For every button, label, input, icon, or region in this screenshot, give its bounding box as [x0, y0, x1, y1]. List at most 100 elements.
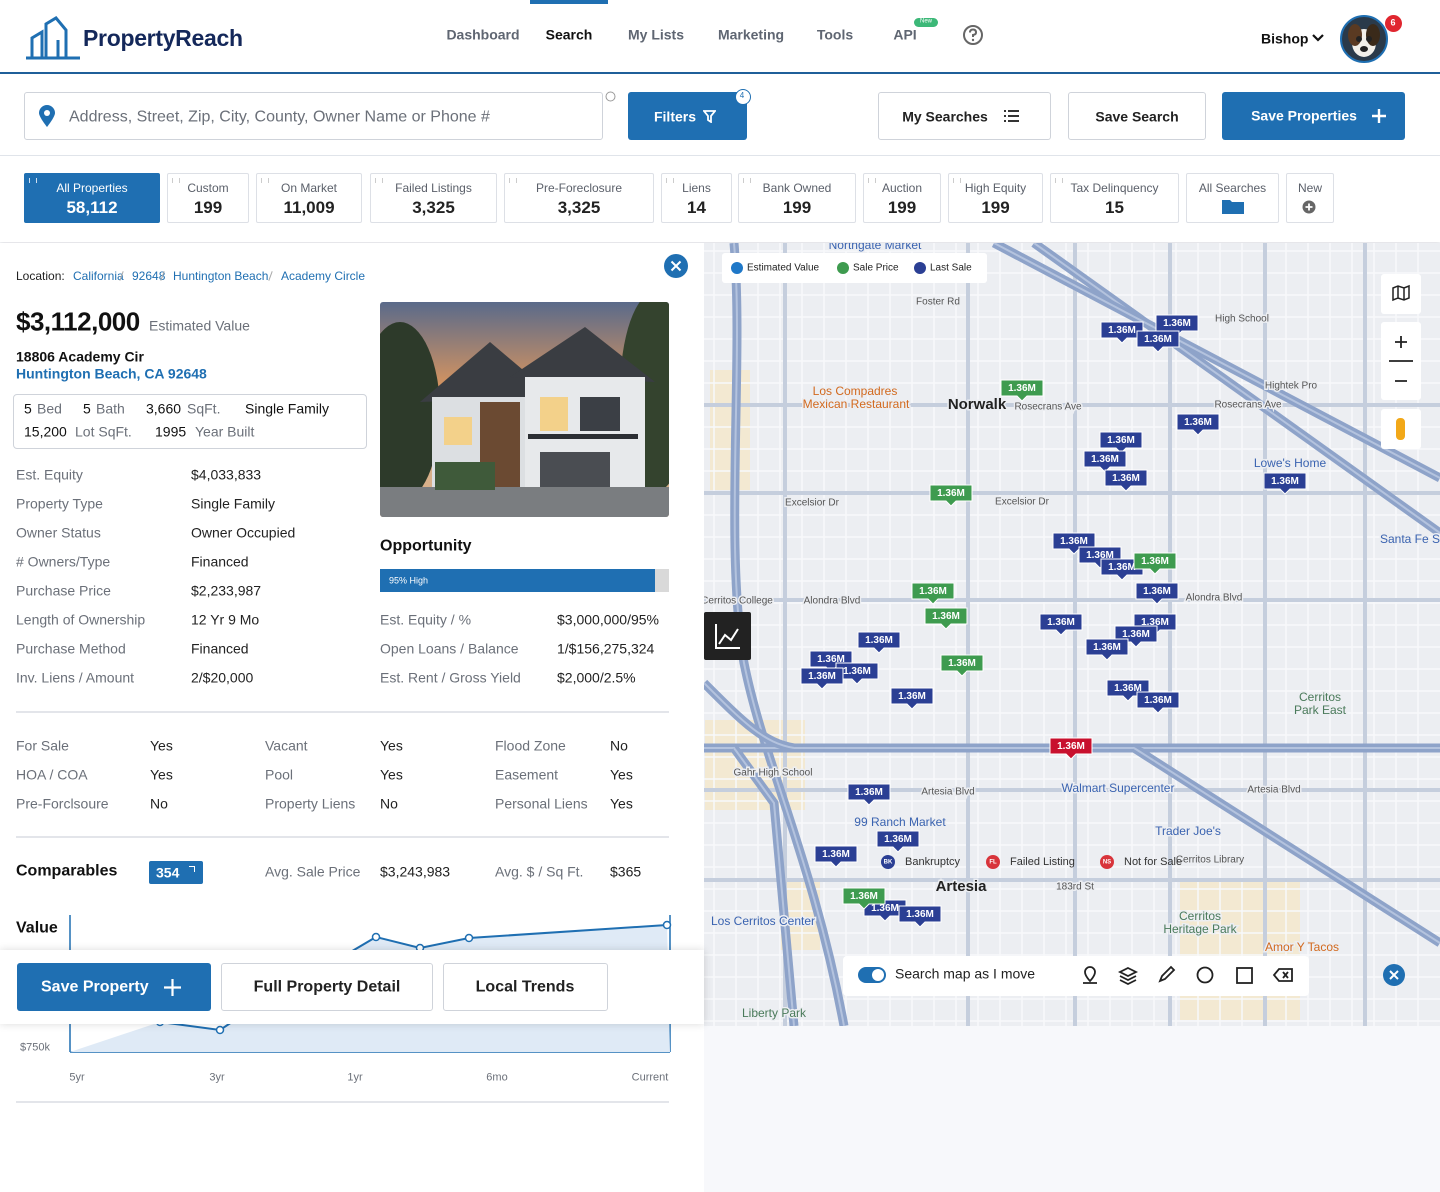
nav-item[interactable]: My Lists [627, 26, 685, 43]
map-marker[interactable]: 1.36M [1136, 330, 1180, 353]
user-name[interactable]: Bishop [1261, 30, 1309, 47]
local-trends-button[interactable] [443, 963, 608, 1011]
map-marker-label: 1.36M [1114, 683, 1142, 694]
value-x-label: Current [631, 1071, 669, 1084]
street: 18806 Academy Cir [16, 348, 144, 365]
breadcrumb[interactable]: 92648 [132, 268, 166, 283]
map-marker[interactable]: 1.36M [898, 905, 942, 928]
map-marker[interactable]: 1.36M [1039, 613, 1083, 636]
save-search-button[interactable] [1068, 92, 1206, 140]
tab-label: All Searches [1198, 180, 1267, 195]
map-marker[interactable]: 1.36M [924, 607, 968, 630]
map-marker[interactable]: 1.36M [1000, 379, 1044, 402]
save-properties-label[interactable]: Save Properties [1251, 107, 1357, 124]
map-marker[interactable]: 1.36M [1085, 638, 1129, 661]
map[interactable]: Northgate Market Foster Rd Los CompadresMe… [704, 243, 1440, 1026]
avatar[interactable] [1340, 15, 1388, 63]
map-marker[interactable]: 1.36M [1176, 413, 1220, 436]
map-marker[interactable]: 1.36M [940, 654, 984, 677]
spec-unit: SqFt. [187, 400, 221, 417]
map-marker-label: 1.36M [1141, 556, 1169, 567]
map-marker[interactable]: 1.36M [1049, 737, 1093, 760]
filter-count-bg [735, 89, 751, 105]
search-input[interactable] [24, 92, 603, 140]
nav-item[interactable]: Marketing [717, 26, 785, 43]
nav-item[interactable]: Dashboard [446, 26, 520, 43]
tab[interactable] [370, 173, 497, 223]
legend-swatch [837, 262, 849, 274]
api-badge-bg [914, 18, 938, 27]
status-badge-text: FL [989, 860, 997, 866]
map-place-label: Excelsior Dr [995, 497, 1050, 508]
legend-swatch [914, 262, 926, 274]
info-icon[interactable] [605, 91, 616, 102]
map-marker-pin [814, 845, 858, 868]
map-marker[interactable]: 1.36M [1100, 321, 1144, 344]
tab[interactable] [863, 173, 941, 223]
map-marker[interactable]: 1.36M [814, 845, 858, 868]
map-marker[interactable]: 1.36M [1133, 552, 1177, 575]
tab[interactable] [948, 173, 1043, 223]
tab[interactable] [738, 173, 856, 223]
filters-button[interactable] [628, 92, 747, 140]
map-marker[interactable]: 1.36M [911, 582, 955, 605]
tab-count: 14 [687, 197, 706, 217]
breadcrumb[interactable]: California [73, 268, 124, 283]
full-detail-button[interactable] [221, 963, 433, 1011]
spec-unit: Year Built [195, 423, 255, 440]
map-place-label: Artesia [936, 878, 988, 895]
tab[interactable] [504, 173, 654, 223]
nav-item[interactable]: API [893, 26, 917, 43]
tab[interactable] [24, 173, 160, 223]
new-icon[interactable] [1302, 200, 1316, 214]
map-marker[interactable]: 1.36M [1263, 472, 1307, 495]
map-marker[interactable]: 1.36M [857, 631, 901, 654]
spec-unit: Lot SqFt. [75, 423, 132, 440]
map-marker[interactable]: 1.36M [847, 783, 891, 806]
opportunity-title: Opportunity [380, 537, 472, 555]
close-button[interactable] [663, 253, 689, 279]
map-marker-label: 1.36M [1107, 435, 1135, 446]
save-search-label[interactable]: Save Search [1095, 108, 1179, 125]
flag-label: HOA / COA [16, 766, 88, 783]
tab[interactable] [1050, 173, 1179, 223]
tab[interactable] [167, 173, 249, 223]
spec-value: 5 [24, 400, 32, 417]
map-marker[interactable]: 1.36M [890, 687, 934, 710]
user-chevron[interactable] [1311, 32, 1325, 44]
map-marker[interactable]: 1.36M [929, 484, 973, 507]
nav-item[interactable]: Search [545, 26, 593, 43]
map-marker-label: 1.36M [855, 787, 883, 798]
value-x-label: 3yr [209, 1071, 225, 1084]
map-marker[interactable]: 1.36M [1104, 469, 1148, 492]
spec-unit: Bed [37, 400, 62, 417]
comparables-count[interactable]: 354 [156, 864, 180, 881]
tab[interactable] [661, 173, 732, 223]
filters-label[interactable]: Filters [653, 108, 697, 125]
map-marker[interactable]: 1.36M [876, 830, 920, 853]
tab[interactable] [1186, 173, 1279, 223]
breadcrumb[interactable]: Huntington Beach [173, 268, 269, 283]
map-marker[interactable]: 1.36M [842, 887, 886, 910]
map-marker[interactable]: 1.36M [800, 667, 844, 690]
action-label[interactable]: Local Trends [475, 978, 575, 996]
map-marker[interactable]: 1.36M [1136, 691, 1180, 714]
action-label[interactable]: Full Property Detail [253, 978, 401, 996]
detail-value: 2/$20,000 [191, 669, 254, 686]
nav-item[interactable]: Tools [816, 26, 854, 43]
action-label[interactable]: Save Property [41, 978, 149, 996]
breadcrumb[interactable]: Academy Circle [281, 268, 366, 283]
map-marker-label: 1.36M [919, 586, 947, 597]
help-icon[interactable] [962, 24, 984, 46]
map-marker[interactable]: 1.36M [863, 899, 907, 922]
specs-box [13, 394, 367, 449]
property-photo [380, 302, 669, 517]
tab[interactable] [1286, 173, 1334, 223]
my-searches-button[interactable] [878, 92, 1051, 140]
tab[interactable] [256, 173, 362, 223]
map-marker[interactable]: 1.36M [1135, 582, 1179, 605]
map-place-label: Rosecrans Ave [1214, 400, 1282, 411]
freeway-center [733, 243, 845, 1026]
value-x-label: 6mo [486, 1071, 508, 1084]
my-searches-label[interactable]: My Searches [902, 108, 988, 125]
